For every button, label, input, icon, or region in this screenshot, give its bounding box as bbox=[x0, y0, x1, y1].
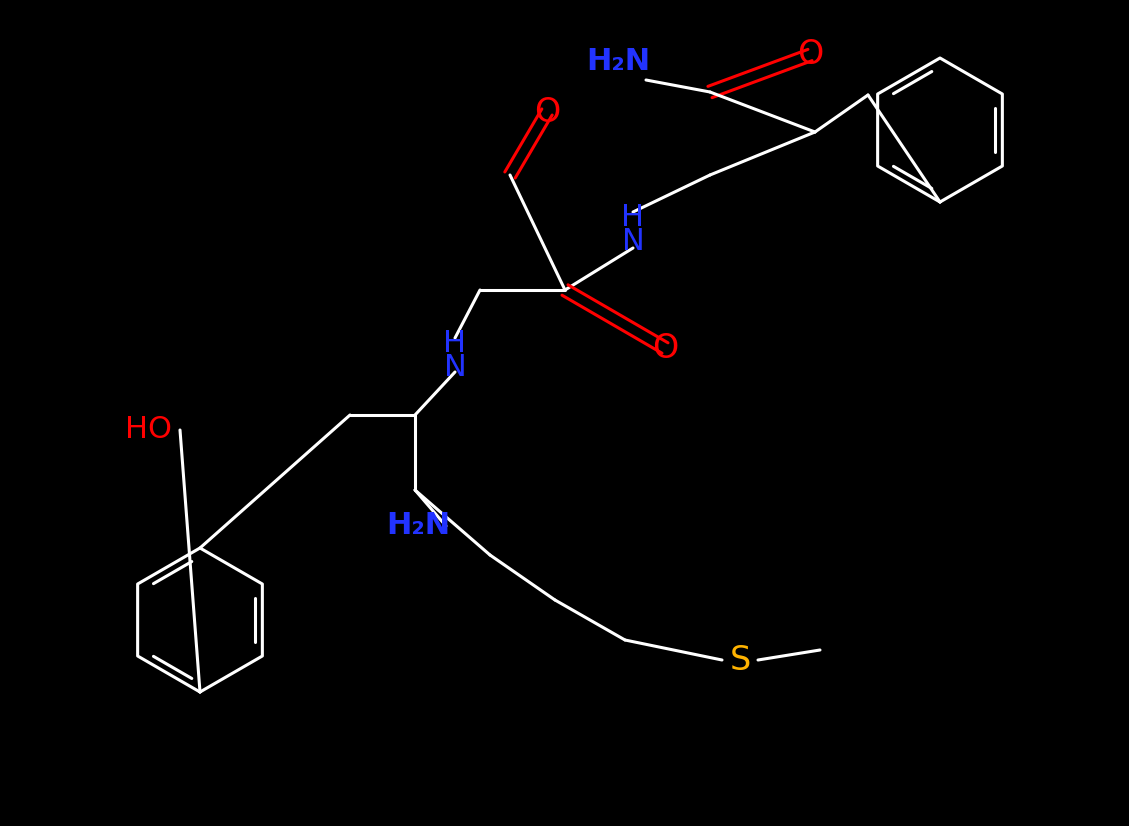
Text: S: S bbox=[729, 643, 751, 676]
Text: O: O bbox=[797, 39, 823, 72]
Text: H: H bbox=[444, 329, 466, 358]
Text: O: O bbox=[534, 96, 560, 129]
Text: N: N bbox=[622, 227, 645, 257]
Text: H₂N: H₂N bbox=[386, 511, 450, 540]
Text: N: N bbox=[444, 353, 466, 382]
Text: O: O bbox=[651, 331, 679, 364]
Text: H: H bbox=[621, 203, 645, 232]
Text: H₂N: H₂N bbox=[586, 48, 650, 77]
Text: HO: HO bbox=[124, 415, 172, 444]
